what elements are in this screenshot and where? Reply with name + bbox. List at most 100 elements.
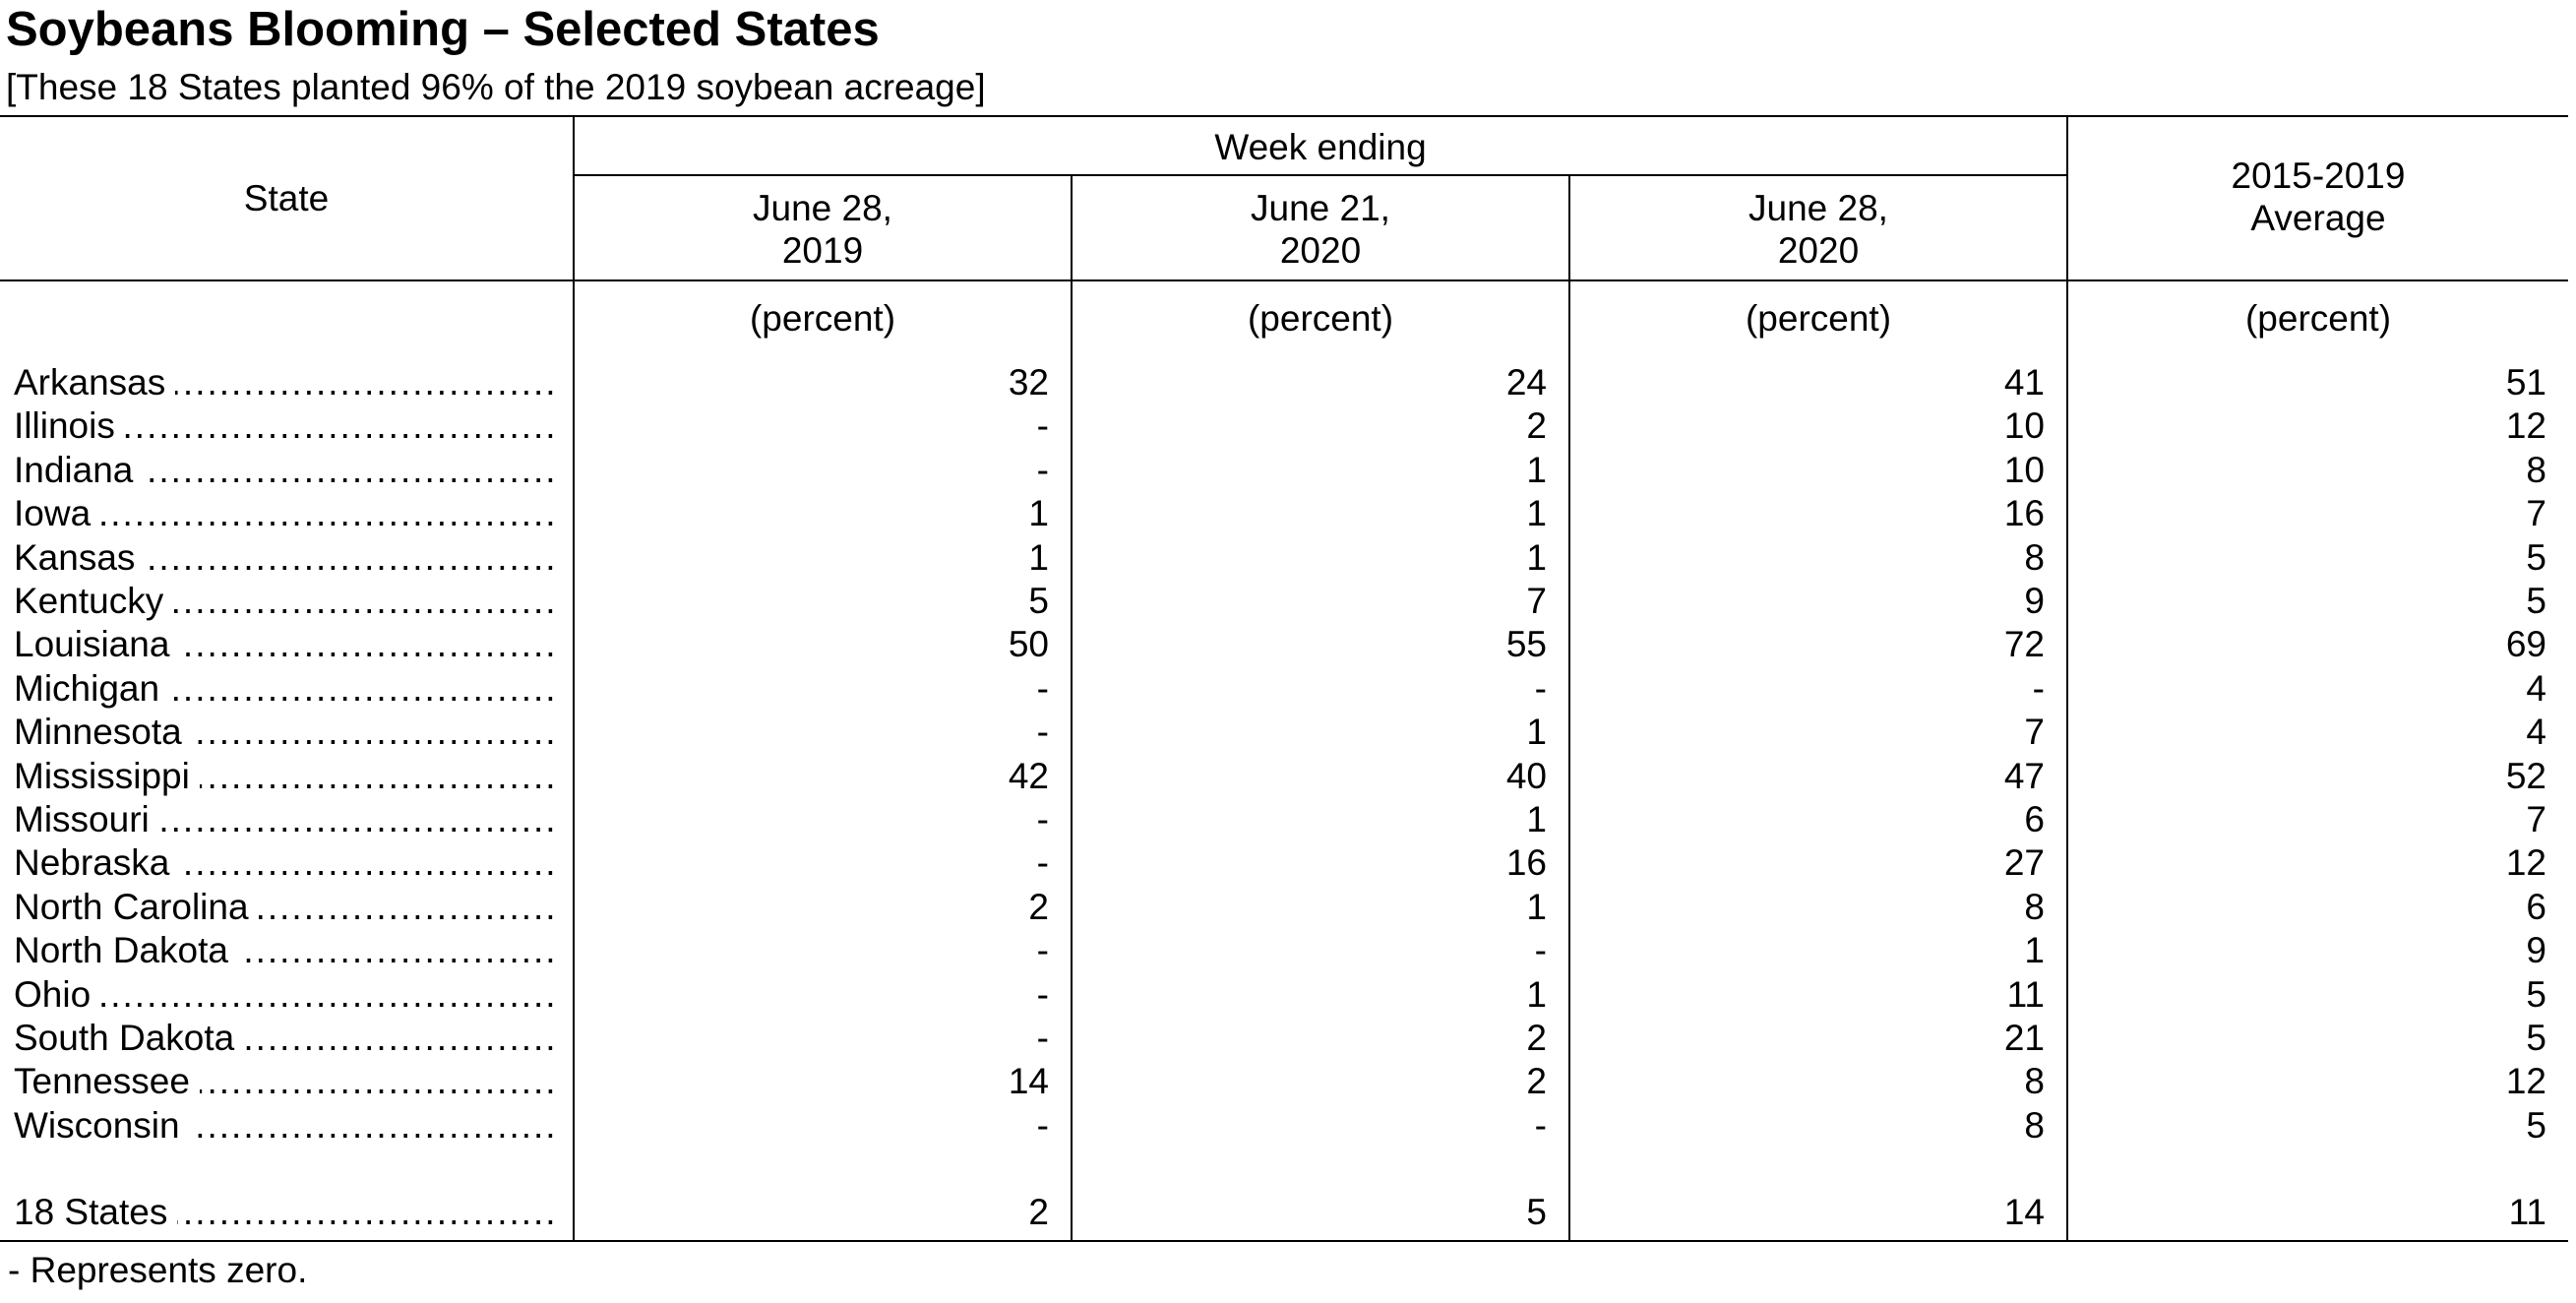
- table-row-state: Mississippi.............................…: [14, 755, 561, 798]
- table-row-value: 5: [2526, 1105, 2546, 1146]
- state-name: North Carolina: [14, 887, 259, 927]
- table-row-value: 47: [2003, 756, 2045, 796]
- table-row-value: 1: [1526, 712, 1547, 752]
- unit-label: (percent): [1745, 298, 1892, 339]
- state-name: South Dakota: [14, 1018, 245, 1058]
- state-name: Arkansas: [14, 362, 176, 403]
- total-row-value: 5: [1526, 1192, 1547, 1232]
- table-row-state: Illinois................................…: [14, 404, 561, 448]
- total-row-value: 2: [1028, 1192, 1049, 1232]
- table-row-state: Kentucky................................…: [14, 580, 561, 623]
- state-name: Tennessee: [14, 1061, 200, 1101]
- table-row-value: 9: [2526, 930, 2546, 970]
- table-row-state: South Dakota............................…: [14, 1017, 561, 1060]
- footnote: - Represents zero.: [8, 1250, 308, 1290]
- table-row-value: 32: [1008, 362, 1049, 403]
- state-name: Illinois: [14, 405, 125, 446]
- table-row-state: Missouri................................…: [14, 798, 561, 841]
- column-header-june-28-2020: June 28, 2020: [1748, 188, 1888, 271]
- table-row-value: 2: [1526, 1018, 1547, 1058]
- table-row-value: 1: [1526, 974, 1547, 1015]
- table-row-value: 1: [1028, 493, 1049, 533]
- table-row-state: Minnesota...............................…: [14, 711, 561, 754]
- state-name: Nebraska: [14, 842, 180, 883]
- column-divider-1: [573, 115, 575, 1242]
- table-row-state: Michigan................................…: [14, 667, 561, 711]
- page-subtitle: [These 18 States planted 96% of the 2019…: [6, 67, 986, 107]
- table-row-value: 8: [2024, 887, 2045, 927]
- table-row-value: -: [1036, 450, 1049, 490]
- table-row-value: 1: [1526, 799, 1547, 839]
- table-row-value: 72: [2003, 624, 2045, 664]
- table-row-value: 7: [2024, 712, 2045, 752]
- total-row-value: 14: [2003, 1192, 2045, 1232]
- table-row-value: -: [1036, 842, 1049, 883]
- table-row-value: -: [1036, 1105, 1049, 1146]
- page-title: Soybeans Blooming – Selected States: [6, 3, 880, 56]
- table-row-value: 12: [2505, 405, 2546, 446]
- column-divider-4: [2066, 115, 2068, 1242]
- table-row-value: 16: [2003, 493, 2045, 533]
- table-row-value: 16: [1505, 842, 1547, 883]
- table-row-value: 11: [2006, 974, 2045, 1015]
- table-row-state: Kansas..................................…: [14, 536, 561, 580]
- table-row-value: 5: [2526, 1018, 2546, 1058]
- table-row-value: 41: [2003, 362, 2045, 403]
- table-row-value: 24: [1505, 362, 1547, 403]
- table-row-value: 2: [1028, 887, 1049, 927]
- state-name: Michigan: [14, 668, 170, 709]
- table-row-value: 2: [1526, 1061, 1547, 1101]
- header-bottom-rule: [0, 279, 2568, 281]
- table-row-value: 1: [2024, 930, 2045, 970]
- state-name: Minnesota: [14, 712, 192, 752]
- week-ending-rule: [573, 174, 2068, 176]
- table-row-value: -: [1534, 1105, 1547, 1146]
- table-row-state: Arkansas................................…: [14, 361, 561, 404]
- table-row-value: 4: [2526, 668, 2546, 709]
- table-row-value: 10: [2003, 405, 2045, 446]
- state-name: Mississippi: [14, 756, 200, 796]
- table-row-state: North Carolina..........................…: [14, 886, 561, 929]
- table-row-value: 1: [1526, 493, 1547, 533]
- table-row-value: 5: [2526, 974, 2546, 1015]
- table-row-value: 51: [2505, 362, 2546, 403]
- table-row-value: 7: [2526, 799, 2546, 839]
- state-column-header: State: [243, 178, 330, 218]
- table-row-value: 27: [2003, 842, 2045, 883]
- unit-label: (percent): [2244, 298, 2392, 339]
- table-row-value: 14: [1008, 1061, 1049, 1101]
- column-divider-3: [1568, 174, 1570, 1242]
- table-row-state: Ohio....................................…: [14, 973, 561, 1017]
- table-row-value: 6: [2526, 887, 2546, 927]
- table-row-state: Nebraska................................…: [14, 841, 561, 885]
- state-name: North Dakota: [14, 930, 238, 970]
- state-name: Indiana: [14, 450, 144, 490]
- table-row-value: 8: [2526, 450, 2546, 490]
- table-row-value: 5: [1028, 581, 1049, 621]
- table-row-value: 1: [1526, 537, 1547, 578]
- state-name: Missouri: [14, 799, 159, 839]
- table-row-value: 8: [2024, 1105, 2045, 1146]
- table-top-rule: [0, 115, 2568, 117]
- table-row-state: Iowa....................................…: [14, 492, 561, 535]
- table-row-value: 12: [2505, 842, 2546, 883]
- table-row-value: 7: [1526, 581, 1547, 621]
- table-row-value: 8: [2024, 1061, 2045, 1101]
- state-name: Louisiana: [14, 624, 180, 664]
- table-row-value: -: [2032, 668, 2045, 709]
- table-row-value: 42: [1008, 756, 1049, 796]
- table-row-value: 10: [2003, 450, 2045, 490]
- column-header-june-28-2019: June 28, 2019: [753, 188, 892, 271]
- table-row-state: Louisiana...............................…: [14, 623, 561, 666]
- table-row-value: 4: [2526, 712, 2546, 752]
- table-row-value: -: [1036, 712, 1049, 752]
- column-header-average: 2015-2019 Average: [2231, 155, 2406, 238]
- table-row-value: -: [1036, 405, 1049, 446]
- table-row-value: 5: [2526, 581, 2546, 621]
- column-header-june-21-2020: June 21, 2020: [1251, 188, 1390, 271]
- table-row-value: -: [1036, 1018, 1049, 1058]
- table-row-value: 50: [1008, 624, 1049, 664]
- column-divider-2: [1071, 174, 1073, 1242]
- leader-dots: ........................................…: [14, 974, 561, 1015]
- unit-label: (percent): [749, 298, 896, 339]
